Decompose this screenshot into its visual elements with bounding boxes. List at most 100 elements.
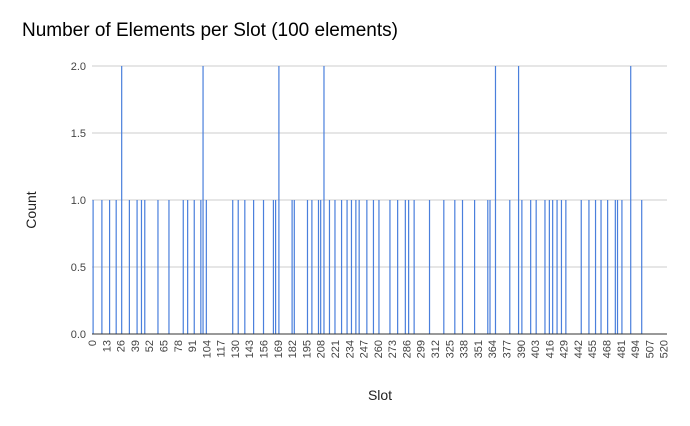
y-axis-label: Count: [23, 191, 39, 228]
bar: [372, 200, 375, 334]
x-tick-label: 234: [344, 340, 356, 358]
bar: [317, 200, 320, 334]
bar: [182, 200, 184, 334]
x-tick-label: 52: [144, 340, 156, 352]
bar: [334, 200, 336, 334]
x-tick-label: 65: [158, 340, 170, 352]
x-tick-label: 117: [216, 340, 228, 358]
x-tick-label: 221: [330, 340, 342, 358]
x-tick-label: 273: [387, 340, 399, 358]
bar: [548, 200, 550, 334]
x-tick-label: 13: [101, 340, 113, 352]
x-tick-label: 208: [316, 340, 328, 358]
bar: [323, 66, 325, 334]
x-tick-label: 390: [516, 340, 528, 358]
bar: [552, 200, 554, 334]
bar: [474, 200, 476, 334]
x-tick-label: 0: [87, 340, 99, 346]
x-tick-label: 91: [187, 340, 199, 352]
bar: [291, 200, 293, 334]
x-tick-label: 104: [201, 340, 213, 358]
x-tick-label: 442: [573, 340, 585, 358]
y-tick-label: 1.0: [71, 195, 86, 207]
bar: [340, 200, 343, 334]
x-tick-label: 325: [444, 340, 456, 358]
bar: [408, 200, 410, 334]
bar: [616, 200, 619, 334]
x-tick-label: 481: [616, 340, 628, 358]
bar: [588, 200, 590, 334]
x-tick-label: 169: [273, 340, 285, 358]
bar: [157, 200, 159, 334]
bar: [614, 200, 616, 334]
x-tick-label: 247: [359, 340, 371, 358]
chart-title: Number of Elements per Slot (100 element…: [22, 20, 398, 41]
bar: [580, 200, 582, 334]
bar: [443, 200, 445, 334]
bar: [630, 66, 632, 334]
x-tick-label: 507: [644, 340, 656, 358]
x-tick-label: 26: [116, 340, 128, 352]
x-tick-label: 299: [416, 340, 428, 358]
bar: [489, 200, 491, 334]
x-tick-label: 416: [544, 340, 556, 358]
x-tick-label: 312: [430, 340, 442, 358]
bar: [262, 200, 265, 334]
bar: [121, 66, 123, 334]
y-tick-label: 1.5: [71, 128, 86, 140]
bar: [404, 200, 406, 334]
bar: [358, 200, 360, 334]
x-tick-label: 351: [473, 340, 485, 358]
x-tick-label: 494: [630, 340, 642, 358]
bar: [92, 200, 94, 334]
bar: [517, 66, 520, 334]
x-tick-label: 364: [487, 340, 499, 358]
bar: [101, 200, 103, 334]
bar: [311, 200, 313, 334]
bar: [293, 200, 295, 334]
x-tick-label: 468: [602, 340, 614, 358]
bar: [397, 200, 399, 334]
x-tick-label: 143: [244, 340, 256, 358]
bar: [413, 200, 415, 334]
bar: [565, 200, 567, 334]
bar: [328, 200, 331, 334]
bar: [355, 200, 357, 334]
bar: [621, 200, 623, 334]
x-tick-label: 260: [373, 340, 385, 358]
x-tick-label: 195: [301, 340, 313, 358]
bar: [350, 200, 353, 334]
bar: [275, 200, 277, 334]
bar: [600, 200, 602, 334]
bar: [272, 200, 275, 334]
y-tick-labels: 0.0 0.5 1.0 1.5 2.0: [71, 61, 86, 341]
bar: [494, 66, 497, 334]
y-tick-label: 2.0: [71, 61, 86, 73]
bar: [556, 200, 558, 334]
bar: [237, 200, 239, 334]
bar: [544, 200, 546, 334]
bar: [560, 200, 563, 334]
x-axis-label: Slot: [368, 387, 392, 403]
bars: [92, 66, 643, 334]
bar: [521, 200, 523, 334]
bar: [244, 200, 246, 334]
bar: [232, 200, 234, 334]
x-tick-label: 182: [287, 340, 299, 358]
bar: [136, 200, 138, 334]
bar: [108, 200, 111, 334]
bar: [607, 200, 609, 334]
x-tick-label: 520: [659, 340, 671, 358]
bar: [193, 200, 195, 334]
bar: [487, 200, 489, 334]
bar: [389, 200, 391, 334]
x-tick-label: 455: [587, 340, 599, 358]
bar: [144, 200, 146, 334]
bar: [594, 200, 597, 334]
bar: [530, 200, 532, 334]
bar: [115, 200, 117, 334]
x-tick-label: 78: [173, 340, 185, 352]
bar: [509, 200, 511, 334]
x-tick-label: 39: [130, 340, 142, 352]
